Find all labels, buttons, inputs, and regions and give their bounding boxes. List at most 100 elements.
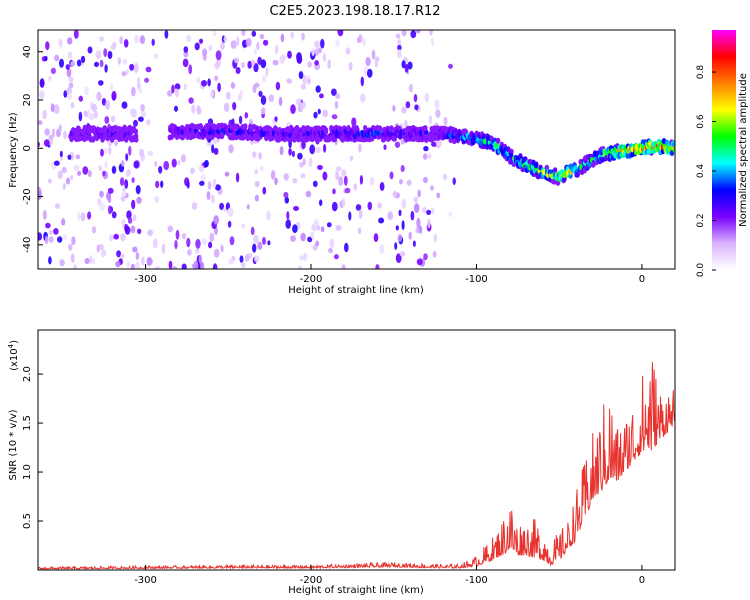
spectrogram-speckle [240,61,246,69]
spectrogram-speckle [244,112,249,119]
spectrogram-speckle [443,173,448,181]
spectrogram-speckle [348,61,353,71]
spectrogram-speckle [115,260,121,268]
spectrogram-speckle [398,209,402,216]
snr-y-tick-label: 1.5 [22,415,33,431]
spectrogram-speckle [107,195,112,203]
spectrogram-speckle [183,83,187,91]
spectrogram-y-tick-label: -20 [22,188,33,204]
spectrogram-speckle [367,201,373,211]
spectrogram-speckle [335,39,340,47]
spectrogram-speckle [147,150,154,156]
spectrogram-speckle [413,203,420,214]
spectrogram-ridge-cell [242,124,248,131]
spectrogram-speckle [199,38,204,44]
spectrogram-speckle [291,150,295,158]
spectrogram-speckle [392,105,396,112]
spectrogram-speckle [213,215,220,225]
spectrogram-speckle [343,175,348,186]
spectrogram-speckle [360,93,366,103]
spectrogram-speckle [253,235,259,244]
spectrogram-speckle [196,104,201,115]
spectrogram-speckle [77,211,81,221]
spectrogram-speckle [195,238,201,249]
spectrogram-ridge-cell [76,126,82,132]
spectrogram-speckle [68,82,74,89]
spectrogram-speckle [260,165,264,172]
spectrogram-speckle [238,115,243,125]
spectrogram-speckle [144,77,150,83]
spectrogram-speckle [297,265,302,269]
spectrogram-speckle [151,38,155,46]
spectrogram-speckle [50,67,57,75]
spectrogram-speckle [349,155,354,162]
spectrogram-speckle [57,236,63,243]
spectrogram-x-tick-label: 0 [639,274,645,285]
spectrogram-speckle [104,64,108,73]
spectrogram-speckle [431,207,435,215]
spectrogram-speckle [401,106,407,114]
spectrogram-speckle [94,61,99,68]
spectrogram-speckle [138,116,144,122]
spectrogram-speckle [188,64,193,75]
spectrogram-ridge-cell [448,137,453,144]
spectrogram-speckle [77,170,82,176]
spectrogram-speckle [177,160,181,166]
spectrogram-speckle [154,161,158,167]
spectrogram-speckle [235,172,240,183]
spectrogram-speckle [300,84,307,90]
snr-x-tick-label: 0 [639,575,645,586]
spectrogram-speckle [65,64,70,70]
spectrogram-speckle [42,109,47,120]
spectrogram-speckle [239,255,244,263]
spectrogram-speckle [226,208,233,215]
spectrogram-speckle [76,59,82,67]
spectrogram-speckle [448,211,452,218]
spectrogram-speckle [260,95,267,106]
spectrogram-speckle [310,231,315,239]
spectrogram-speckle [252,243,257,253]
spectrogram-speckle [201,80,207,87]
spectrogram-speckle [99,190,104,198]
spectrogram-speckle [358,209,363,219]
spectrogram-speckle [235,67,241,74]
snr-x-tick-label: -300 [134,575,157,586]
spectrogram-speckle [311,47,315,57]
spectrogram-speckle [230,40,237,49]
spectrogram-speckle [254,169,259,175]
spectrogram-speckle [153,53,159,59]
snr-y-label: SNR (10 * v/v) [8,409,19,480]
spectrogram-speckle [251,30,257,37]
spectrogram-speckle [48,178,52,184]
spectrogram-speckle [44,235,49,245]
spectrogram-speckle [395,33,401,39]
spectrogram-speckle [190,167,195,175]
spectrogram-speckle [98,165,103,172]
spectrogram-speckle [146,119,151,126]
spectrogram-speckle [300,232,306,242]
spectrogram-speckle [397,44,402,51]
spectrogram-speckle [154,266,161,269]
spectrogram-ridge-cell [423,125,428,132]
spectrogram-x-tick-label: -100 [465,274,488,285]
spectrogram-y-tick-label: -40 [22,237,33,253]
spectrogram-speckle [191,202,198,210]
spectrogram-speckle [415,30,421,34]
spectrogram-speckle [174,105,178,112]
spectrogram-speckle [423,253,428,261]
spectrogram-speckle [193,260,199,269]
spectrogram-speckle [136,196,142,204]
spectrogram-speckle [163,160,170,171]
spectrogram-speckle [70,175,74,181]
spectrogram-ridge-cell [363,125,368,131]
spectrogram-speckle [292,178,298,184]
spectrogram-speckle [323,143,327,153]
spectrogram-speckle [422,206,427,214]
spectrogram-speckle [389,171,394,180]
spectrogram-speckle [58,38,63,48]
spectrogram-speckle [322,171,328,181]
spectrogram-ridge-cell [299,135,305,141]
spectrogram-speckle [103,147,108,155]
spectrogram-speckle [286,78,293,84]
spectrogram-speckle [100,148,104,157]
